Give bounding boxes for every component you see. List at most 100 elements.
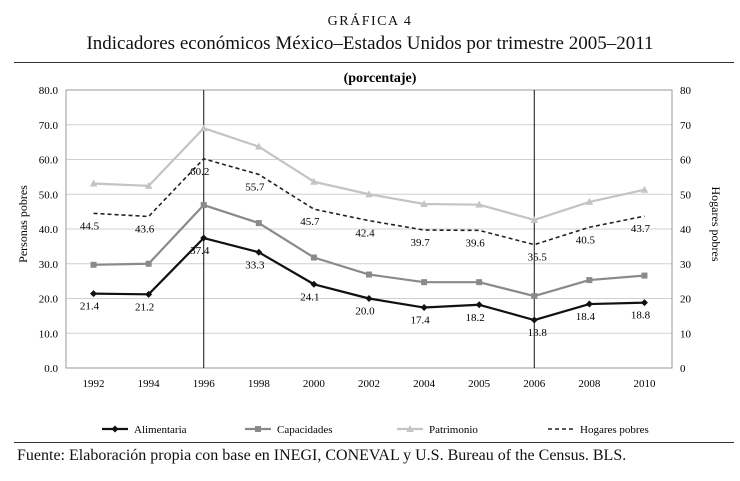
data-label-alimentaria: 13.8: [528, 327, 548, 339]
data-label-hogares: 45.7: [300, 216, 320, 228]
data-label-hogares: 43.7: [631, 223, 651, 235]
data-label-hogares: 35.5: [528, 252, 548, 264]
data-label-alimentaria: 18.8: [631, 310, 651, 322]
chart-title: (porcentaje): [344, 71, 417, 86]
x-tick-label: 2002: [358, 378, 380, 390]
series-line-hogares: [93, 158, 645, 246]
data-point-patrimonio: [255, 142, 263, 150]
data-point-alimentaria: [640, 299, 648, 307]
figure-title: Indicadores económicos México–Estados Un…: [86, 33, 654, 54]
data-point-alimentaria: [365, 295, 373, 302]
data-point-patrimonio: [585, 197, 594, 205]
top-rule: [14, 62, 734, 63]
y2-tick-label: 40: [680, 224, 692, 236]
legend-label-hogares: Hogares pobres: [580, 424, 649, 436]
data-point-capacidades: [310, 254, 317, 261]
y2-tick-label: 80: [680, 85, 692, 97]
data-point-patrimonio: [475, 200, 483, 208]
data-point-alimentaria: [145, 290, 153, 298]
data-point-patrimonio: [310, 177, 318, 185]
series-line-capacidades: [93, 203, 645, 298]
data-point-patrimonio: [420, 199, 428, 207]
y2-tick-label: 30: [680, 259, 692, 271]
x-tick-label: 1998: [248, 378, 271, 390]
x-tick-label: 1996: [193, 378, 216, 390]
axes: 0.0 0 10.0 10 20.0 20 30.0 30 40.0 40 50.0 50 60.0 60…: [39, 85, 692, 390]
y-tick-label: 80.0: [39, 85, 59, 97]
data-point-alimentaria: [255, 248, 263, 256]
data-point-alimentaria: [310, 280, 318, 288]
data-point-capacidades: [531, 293, 538, 300]
line-chart: (porcentaje) 0.0 0 10.0 10 20.0 20 30.0 30 40.0 4…: [16, 71, 723, 436]
data-label-alimentaria: 20.0: [355, 306, 375, 318]
y-tick-label: 20.0: [39, 294, 59, 306]
data-point-capacidades: [200, 202, 207, 209]
y2-tick-label: 50: [680, 189, 692, 201]
series: [89, 124, 649, 324]
data-point-alimentaria: [200, 234, 208, 242]
y2-tick-label: 20: [680, 294, 692, 306]
plot-area: [65, 89, 673, 369]
y2-tick-label: 10: [680, 328, 692, 340]
y-tick-label: 70.0: [39, 120, 59, 132]
legend-label-patrimonio: Patrimonio: [429, 424, 478, 436]
data-label-hogares: 44.5: [80, 220, 100, 232]
y-axis-label: Personas pobres: [16, 185, 30, 263]
data-point-patrimonio: [144, 181, 153, 189]
data-label-alimentaria: 37.4: [190, 245, 210, 257]
data-point-patrimonio: [365, 190, 373, 198]
legend-label-capacidades: Capacidades: [277, 424, 333, 436]
x-tick-label: 2008: [578, 378, 601, 390]
data-label-hogares: 39.6: [466, 237, 486, 249]
data-point-capacidades: [255, 220, 262, 227]
data-point-capacidades: [641, 272, 648, 279]
data-point-alimentaria: [530, 316, 538, 324]
x-tick-label: 2004: [413, 378, 436, 390]
y-tick-label: 30.0: [39, 259, 59, 271]
data-point-capacidades: [145, 260, 152, 267]
data-point-capacidades: [366, 271, 372, 278]
data-label-alimentaria: 21.4: [80, 301, 100, 313]
legend: Alimentaria Capacidades Patrimonio Hogares …: [102, 424, 649, 436]
legend-label-alimentaria: Alimentaria: [134, 424, 187, 436]
data-point-capacidades: [90, 261, 97, 268]
data-label-alimentaria: 17.4: [410, 315, 430, 327]
data-point-capacidades: [421, 279, 428, 286]
figure-kicker: GRÁFICA 4: [327, 14, 413, 29]
data-point-alimentaria: [475, 301, 483, 309]
data-point-patrimonio: [530, 215, 539, 223]
data-label-alimentaria: 18.2: [466, 312, 485, 324]
data-point-capacidades: [586, 277, 593, 284]
bottom-rule: [14, 442, 734, 443]
data-point-capacidades: [476, 279, 483, 286]
x-tick-label: 2006: [523, 378, 546, 390]
x-tick-label: 2000: [303, 378, 326, 390]
y-tick-label: 10.0: [39, 328, 59, 340]
data-point-alimentaria: [90, 290, 98, 298]
y-tick-label: 60.0: [39, 155, 59, 167]
data-label-hogares: 39.7: [410, 237, 430, 249]
data-point-patrimonio: [89, 179, 98, 187]
x-tick-label: 2005: [468, 378, 491, 390]
data-label-hogares: 55.7: [245, 181, 265, 193]
y2-tick-label: 70: [680, 120, 692, 132]
legend-marker-alimentaria: [111, 425, 119, 433]
data-point-alimentaria: [585, 300, 593, 308]
data-point-patrimonio: [199, 124, 208, 132]
y-tick-label: 0.0: [44, 363, 58, 375]
source-note: Fuente: Elaboración propia con base en I…: [17, 447, 627, 464]
data-label-alimentaria: 24.1: [300, 291, 319, 303]
y2-axis-label: Hogares pobres: [709, 187, 723, 262]
legend-marker-patrimonio: [406, 425, 414, 432]
x-tick-label: 2010: [633, 378, 656, 390]
data-label-alimentaria: 18.4: [576, 311, 596, 323]
data-label-hogares: 60.2: [190, 166, 209, 178]
data-label-alimentaria: 33.3: [245, 259, 265, 271]
data-label-hogares: 40.5: [576, 234, 596, 246]
y-tick-label: 40.0: [39, 224, 59, 236]
legend-marker-capacidades: [255, 426, 261, 432]
data-label-hogares: 43.6: [135, 223, 155, 235]
data-point-alimentaria: [420, 304, 428, 312]
y2-tick-label: 0: [680, 363, 686, 375]
data-label-alimentaria: 21.2: [135, 301, 154, 313]
